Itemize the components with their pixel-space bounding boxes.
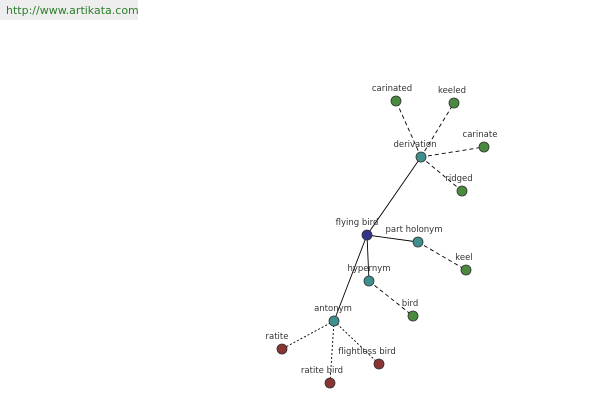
node	[390, 95, 402, 107]
edge	[420, 156, 463, 192]
node-label: carinate	[463, 130, 498, 140]
edge	[281, 320, 335, 350]
node-label: derivation	[393, 140, 436, 150]
node-label: part holonym	[386, 225, 443, 235]
node-label: bird	[402, 299, 419, 309]
node	[412, 236, 424, 248]
node-label: antonym	[314, 304, 352, 314]
edge	[420, 102, 455, 158]
edge	[395, 100, 422, 158]
node	[361, 229, 373, 241]
node-label: keeled	[438, 86, 466, 96]
node-label: flying bird	[336, 218, 379, 228]
edge	[366, 156, 422, 236]
node-label: ratite bird	[301, 366, 343, 376]
node-label: flightless bird	[338, 347, 395, 357]
edge	[333, 234, 368, 322]
node	[460, 264, 472, 276]
node	[276, 343, 288, 355]
edge	[333, 320, 380, 365]
edge	[368, 280, 414, 317]
node	[363, 275, 375, 287]
node-label: carinated	[372, 84, 412, 94]
node	[448, 97, 460, 109]
node	[407, 310, 419, 322]
node	[415, 151, 427, 163]
edge	[417, 241, 467, 271]
node-label: hypernym	[347, 264, 390, 274]
edge	[366, 234, 370, 282]
node	[373, 358, 385, 370]
edge	[366, 234, 419, 243]
node	[456, 185, 468, 197]
node-label: ridged	[445, 174, 472, 184]
edge	[420, 146, 485, 158]
node	[324, 377, 336, 389]
site-url: http://www.artikata.com	[0, 0, 139, 20]
node	[478, 141, 490, 153]
node-label: ratite	[266, 332, 289, 342]
node	[328, 315, 340, 327]
node-label: keel	[455, 253, 472, 263]
